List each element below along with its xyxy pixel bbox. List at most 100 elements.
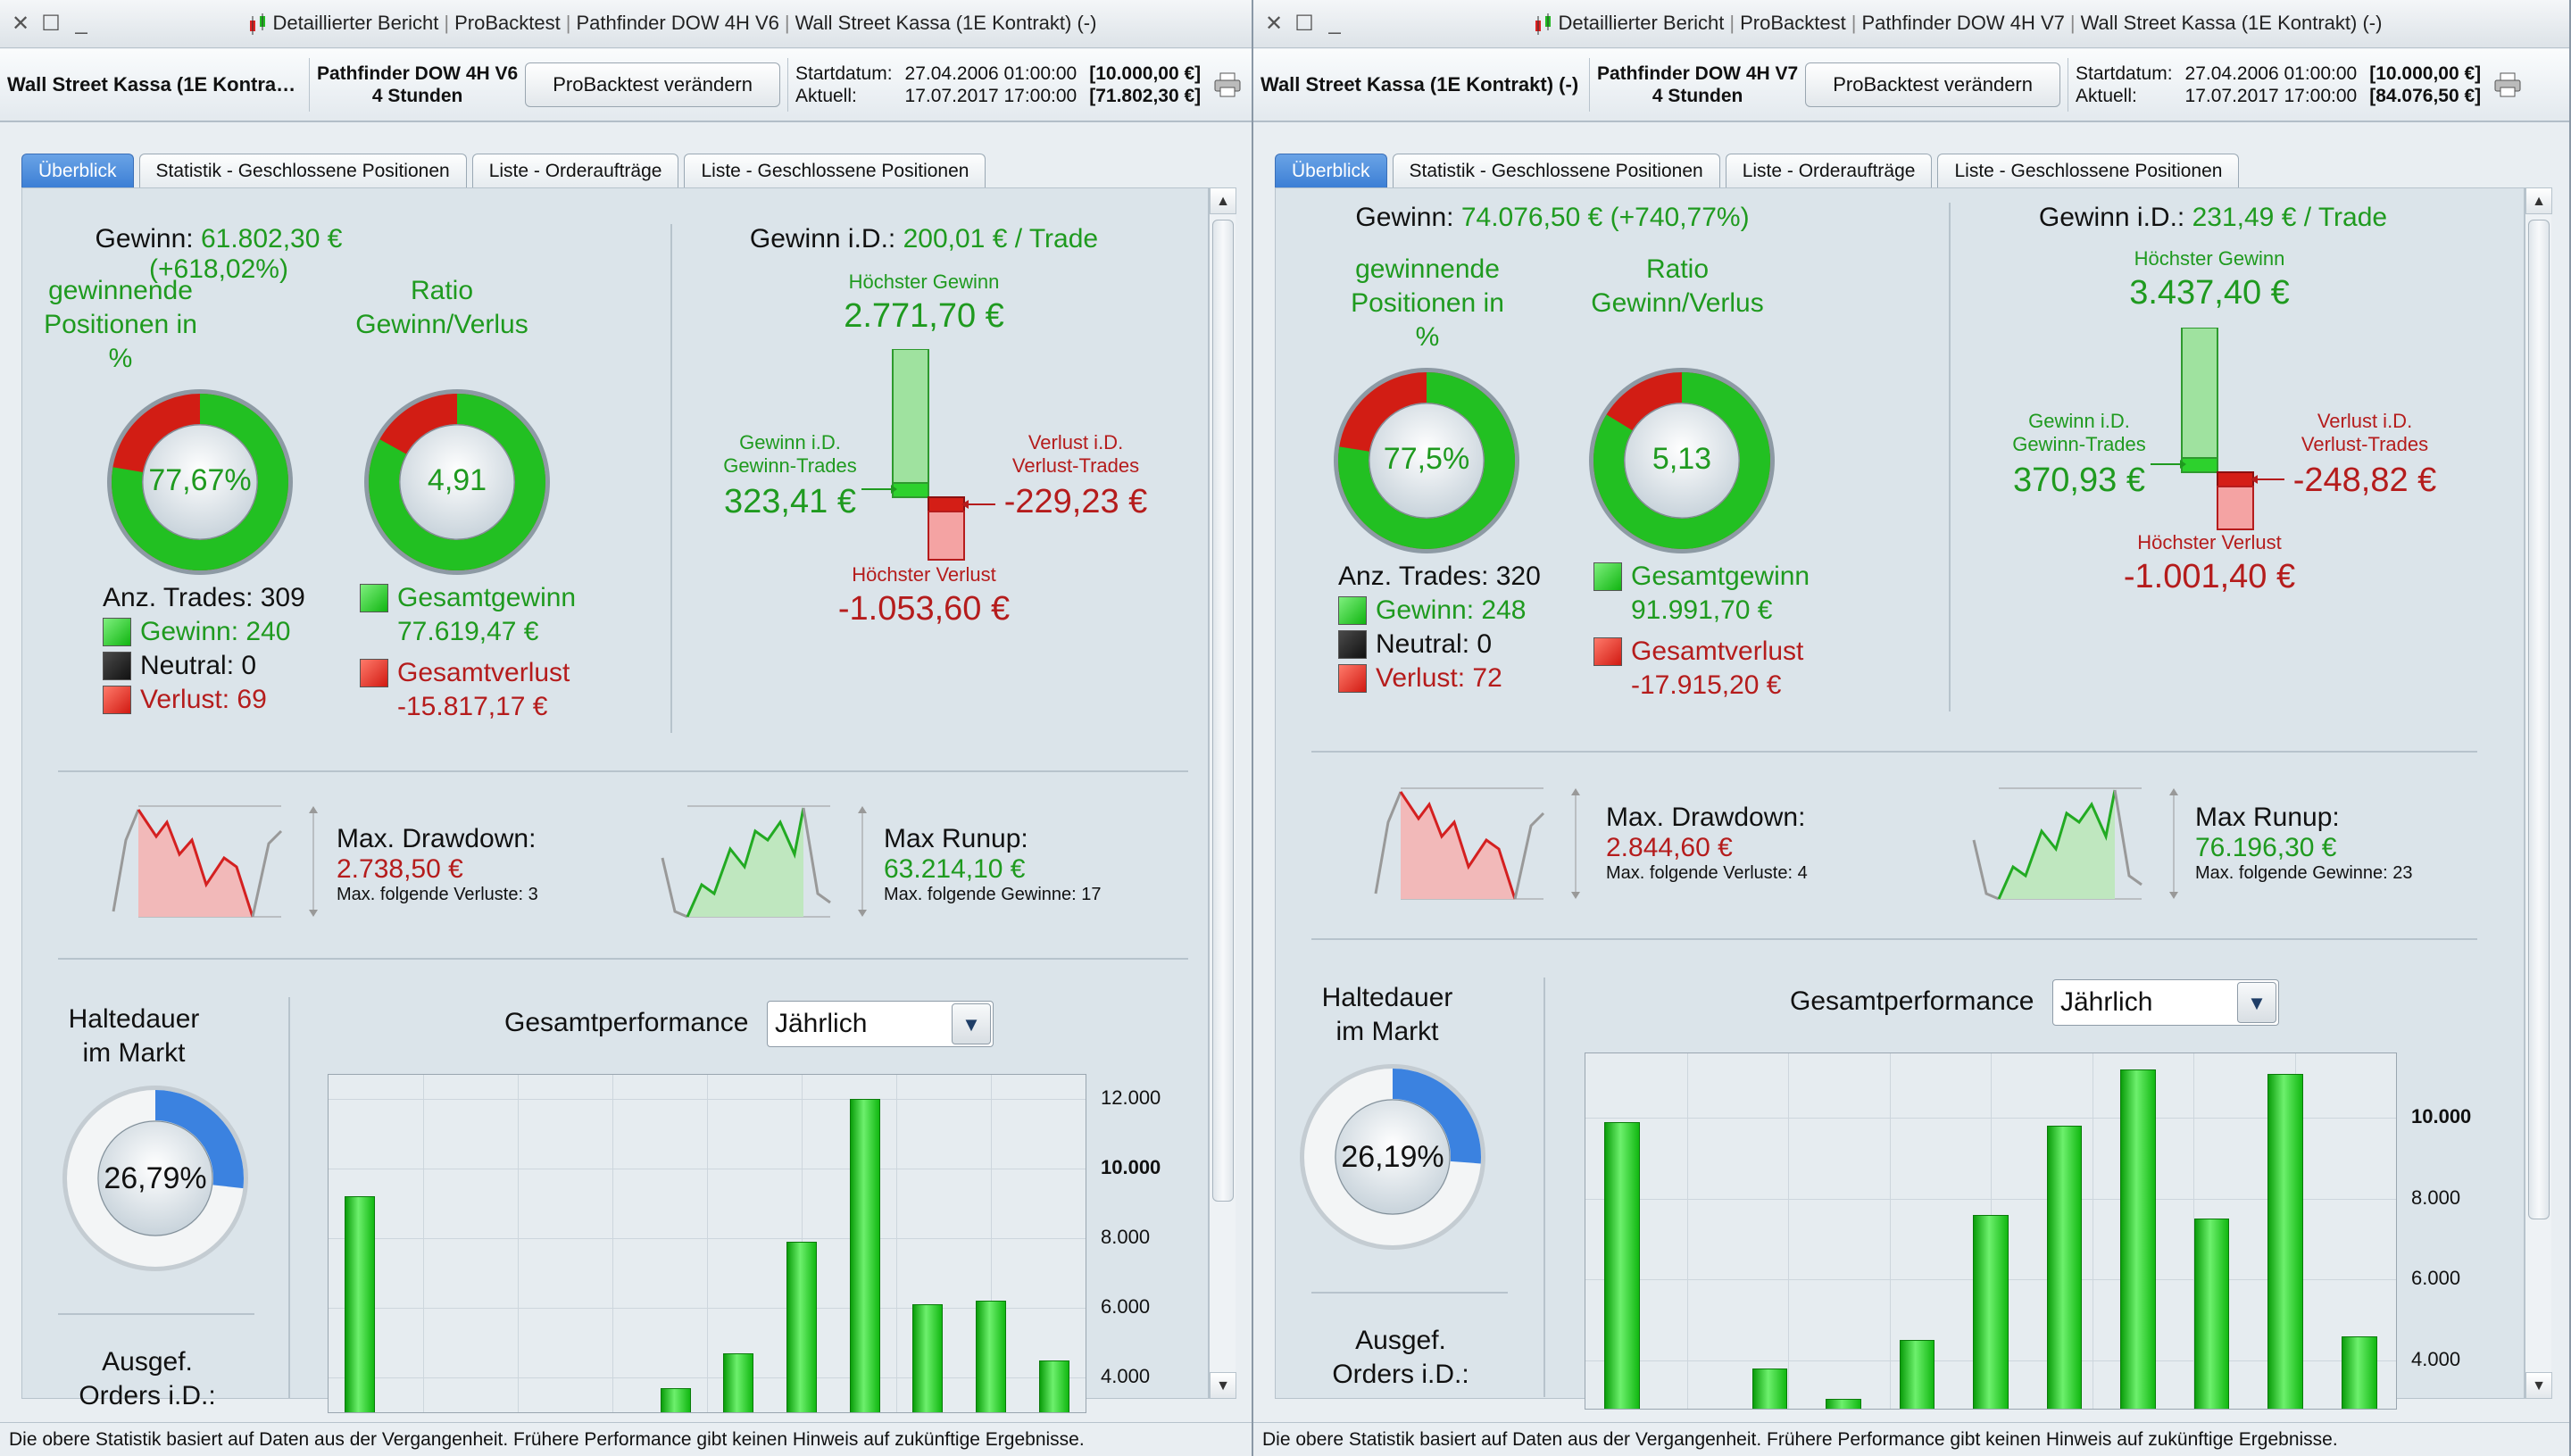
- market-name: Wall Street Kassa (1E Kontrakt) (-): [1261, 73, 1579, 96]
- ratio-value: 4,91: [427, 463, 487, 497]
- scroll-thumb[interactable]: [1212, 220, 1234, 1202]
- y-tick-label: 4.000: [2411, 1347, 2461, 1370]
- runup-sparkline: [1972, 787, 2178, 901]
- runup-sparkline: [661, 805, 867, 919]
- grid-line: [896, 1075, 897, 1412]
- performance-chart: [1585, 1052, 2397, 1410]
- performance-y-axis: 4.000 6.000 8.000 10.000: [2404, 1052, 2502, 1410]
- scroll-up-icon[interactable]: ▲: [1210, 187, 1236, 214]
- tab-closed-positions[interactable]: Liste - Geschlossene Positionen: [1937, 154, 2240, 187]
- holding-title: Haltedauer im Markt: [68, 1004, 200, 1068]
- close-icon[interactable]: ✕: [11, 12, 30, 36]
- performance-bar[interactable]: [1604, 1121, 1641, 1409]
- performance-bar[interactable]: [345, 1196, 376, 1412]
- grid-line: [1585, 1198, 2396, 1200]
- date-range: Startdatum: 27.04.2006 01:00:00 [10.000,00…: [795, 63, 1202, 106]
- ratio-value: 5,13: [1652, 442, 1712, 476]
- holding-title: Haltedauer im Markt: [1321, 983, 1453, 1046]
- tab-statistics[interactable]: Statistik - Geschlossene Positionen: [138, 154, 467, 187]
- performance-bar[interactable]: [2046, 1126, 2083, 1409]
- neutral-swatch-icon: [1338, 630, 1367, 659]
- performance-bar[interactable]: [912, 1304, 944, 1412]
- tab-overview[interactable]: Überblick: [1275, 154, 1387, 187]
- title-bar: ✕ ☐ _ Detaillierter Bericht | ProBacktest | Pa…: [1253, 0, 2569, 48]
- tab-closed-positions[interactable]: Liste - Geschlossene Positionen: [684, 154, 986, 187]
- gain-summary: Gewinn: 74.076,50 € (+740,77%): [1355, 203, 1750, 232]
- printer-icon[interactable]: [1213, 71, 1242, 98]
- drawdown-info: Max. Drawdown: 2.738,50 € Max. folgende …: [337, 824, 538, 904]
- performance-bar[interactable]: [723, 1352, 754, 1412]
- performance-bar[interactable]: [786, 1242, 817, 1412]
- total-loss-swatch-icon: [1593, 637, 1622, 666]
- orders-title: Ausgef. Orders i.D.:: [79, 1347, 216, 1410]
- tab-orders[interactable]: Liste - Orderaufträge: [1725, 154, 1933, 187]
- neutral-swatch-icon: [103, 652, 131, 680]
- drawdown-info: Max. Drawdown: 2.844,60 € Max. folgende …: [1606, 803, 1808, 883]
- holding-value: 26,19%: [1341, 1140, 1444, 1174]
- performance-bar[interactable]: [1038, 1360, 1069, 1412]
- avg-loss-value: -248,82 €: [2292, 462, 2437, 499]
- ratio-ring: [364, 389, 550, 575]
- performance-bar[interactable]: [976, 1301, 1006, 1412]
- win-pct-title: gewinnende Positionen in%: [1351, 254, 1504, 352]
- performance-bar[interactable]: [2341, 1335, 2377, 1409]
- performance-bar[interactable]: [1973, 1214, 2009, 1409]
- maximize-icon[interactable]: ☐: [41, 12, 61, 36]
- performance-bar[interactable]: [1751, 1368, 1788, 1409]
- total-loss-swatch-icon: [360, 659, 388, 687]
- avg-gain-summary: Gewinn i.D.: 200,01 € / Trade: [749, 224, 1099, 254]
- holding-ring: [62, 1086, 248, 1271]
- orders-title: Ausgef. Orders i.D.:: [1332, 1326, 1469, 1389]
- scroll-down-icon[interactable]: ▼: [2525, 1372, 2552, 1399]
- title-bar: ✕ ☐ _ Detaillierter Bericht | ProBacktest | Pa…: [0, 0, 1252, 48]
- avg-trade-diagram: [861, 349, 995, 561]
- tab-statistics[interactable]: Statistik - Geschlossene Positionen: [1392, 154, 1720, 187]
- total-gain-swatch-icon: [1593, 562, 1622, 591]
- performance-period-select[interactable]: Jährlich ▼: [2052, 979, 2279, 1026]
- drawdown-sparkline: [112, 805, 318, 918]
- y-tick-label: 10.000: [1101, 1156, 1161, 1179]
- printer-icon[interactable]: [2493, 71, 2522, 98]
- y-tick-label: 12.000: [1101, 1086, 1161, 1110]
- scroll-down-icon[interactable]: ▼: [1210, 1372, 1236, 1399]
- runup-info: Max Runup: 63.214,10 € Max. folgende Gew…: [884, 824, 1102, 904]
- overview-panel: Gewinn: 61.802,30 € (+618,02%) gewinnend…: [21, 187, 1209, 1413]
- candlestick-icon: [1535, 13, 1551, 36]
- performance-bar[interactable]: [849, 1099, 880, 1412]
- performance-period-select[interactable]: Jährlich ▼: [767, 1001, 994, 1047]
- system-name: Pathfinder DOW 4H V7 4 Stunden: [1597, 63, 1799, 106]
- overview-panel: Gewinn: 74.076,50 € (+740,77%) gewinnend…: [1275, 187, 2525, 1410]
- ratio-title: Ratio Gewinn/Verlus: [1591, 254, 1764, 318]
- chevron-down-icon[interactable]: ▼: [952, 1003, 991, 1044]
- modify-backtest-button[interactable]: ProBacktest verändern: [1805, 62, 2060, 107]
- scroll-thumb[interactable]: [2528, 220, 2550, 1219]
- performance-bar[interactable]: [1899, 1340, 1935, 1409]
- performance-bar[interactable]: [660, 1387, 691, 1412]
- performance-bar[interactable]: [1826, 1398, 1861, 1409]
- vertical-scrollbar[interactable]: ▲ ▼: [1209, 187, 1236, 1399]
- performance-chart: [328, 1074, 1086, 1413]
- modify-backtest-button[interactable]: ProBacktest verändern: [525, 62, 780, 107]
- win-swatch-icon: [103, 618, 131, 646]
- max-gain-value: 3.437,40 €: [2129, 274, 2290, 312]
- minimize-icon[interactable]: _: [75, 11, 87, 35]
- totals-legend: Gesamtgewinn 77.619,47 € Gesamtverlust -…: [360, 581, 576, 724]
- minimize-icon[interactable]: _: [1328, 11, 1341, 35]
- holding-value: 26,79%: [104, 1161, 207, 1195]
- tab-orders[interactable]: Liste - Orderaufträge: [471, 154, 679, 187]
- performance-bar[interactable]: [2267, 1073, 2303, 1409]
- y-tick-label: 6.000: [2411, 1267, 2461, 1290]
- chevron-down-icon[interactable]: ▼: [2237, 982, 2276, 1023]
- grid-line: [707, 1075, 708, 1412]
- maximize-icon[interactable]: ☐: [1294, 12, 1314, 36]
- max-loss-value: -1.053,60 €: [837, 590, 1011, 628]
- grid-line: [612, 1075, 613, 1412]
- performance-bar[interactable]: [2193, 1219, 2230, 1409]
- y-tick-label: 8.000: [2411, 1186, 2461, 1209]
- grid-line: [1889, 1053, 1891, 1409]
- scroll-up-icon[interactable]: ▲: [2525, 187, 2552, 214]
- close-icon[interactable]: ✕: [1264, 12, 1284, 36]
- vertical-scrollbar[interactable]: ▲ ▼: [2525, 187, 2552, 1399]
- tab-overview[interactable]: Überblick: [21, 154, 134, 187]
- performance-bar[interactable]: [2120, 1069, 2156, 1409]
